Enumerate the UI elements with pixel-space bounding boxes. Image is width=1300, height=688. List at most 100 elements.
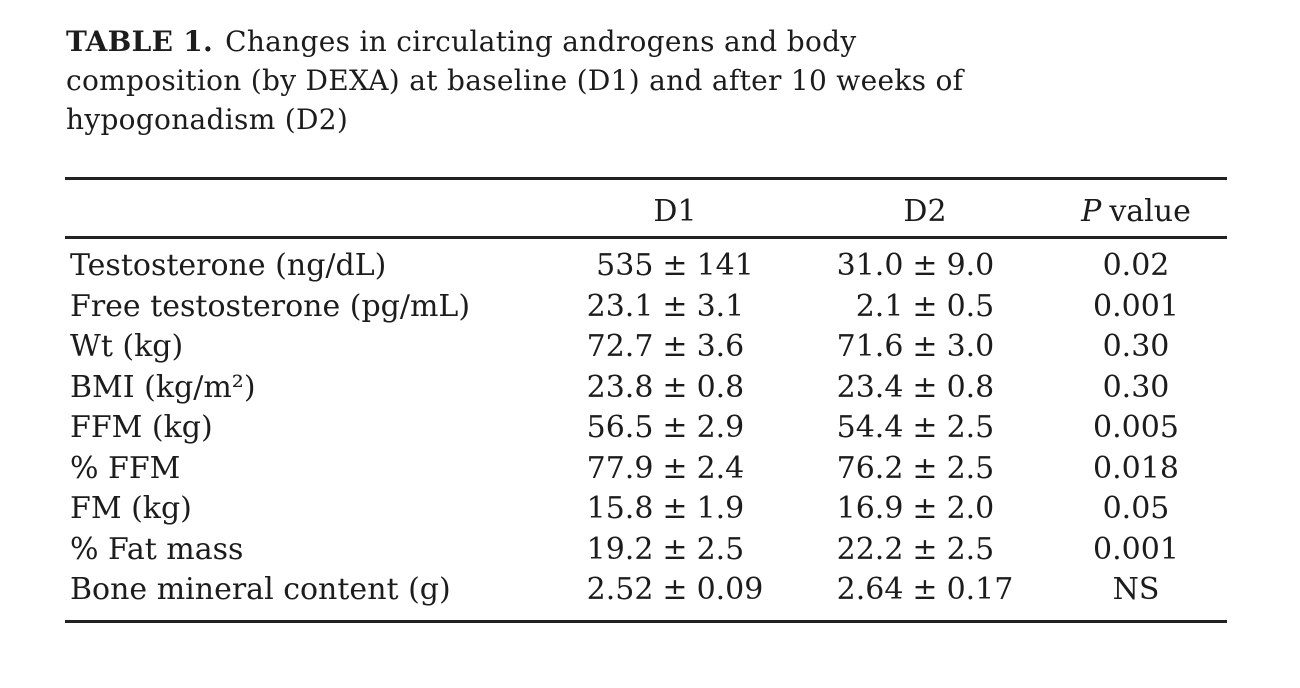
d1-mean: 72.7 [586,329,654,364]
cell-d1: 77.9 ±2.4 [545,449,805,490]
table-row-testosterone: Testosterone (ng/dL) 535 ±141 31.0 ±9.0 0.… [65,238,1227,287]
plus-minus: ± [662,531,688,567]
cell-d1: 23.8 ±0.8 [545,368,805,409]
plus-minus: ± [662,410,688,445]
row-label: Wt (kg) [70,329,184,364]
d1-mean: 23.8 [586,369,654,405]
cell-d1: 72.7 ±3.6 [545,327,805,368]
table-row-ffm: FFM (kg) 56.5 ±2.9 54.4 ±2.5 0.005 [65,408,1227,449]
d1-mean: 77.9 [586,450,654,486]
cell-p-value: NS [1112,572,1160,607]
d1-mean: 535 [596,248,654,283]
cell-d1: 23.1 ±3.1 [545,287,805,328]
cell-d2: 2.64 ±0.17 [805,570,1045,621]
plus-minus: ± [662,450,688,486]
d2-mean: 2.1 [855,288,904,324]
table-body: Testosterone (ng/dL) 535 ±141 31.0 ±9.0 0.… [65,238,1227,622]
d2-sd: 0.17 [946,572,1014,607]
cell-p-value: 0.001 [1093,288,1179,324]
table-caption: TABLE 1. Changes in circulating androgens… [66,22,963,139]
d2-sd: 9.0 [946,248,995,283]
p-value-word: value [1109,194,1191,229]
cell-d1: 56.5 ±2.9 [545,408,805,449]
plus-minus: ± [912,329,938,364]
plus-minus: ± [912,410,938,445]
caption-line-1: TABLE 1. Changes in circulating androgens… [66,22,963,61]
d2-sd: 0.8 [946,369,995,405]
row-label: % Fat mass [70,531,244,567]
d2-mean: 71.6 [836,329,904,364]
plus-minus: ± [912,369,938,405]
cell-p-value: 0.02 [1102,248,1170,283]
plus-minus: ± [662,369,688,405]
d2-mean: 76.2 [836,450,904,486]
cell-d1: 2.52 ±0.09 [545,570,805,621]
cell-d2: 31.0 ±9.0 [805,238,1045,287]
d1-sd: 2.9 [696,410,745,445]
d1-mean: 19.2 [586,531,654,567]
d1-mean: 15.8 [586,491,654,526]
d1-sd: 3.1 [696,288,745,324]
plus-minus: ± [662,288,688,324]
d2-mean: 2.64 [836,572,904,607]
d2-mean: 22.2 [836,531,904,567]
cell-p-value: 0.30 [1102,329,1170,364]
d2-mean: 16.9 [836,491,904,526]
d1-sd: 3.6 [696,329,745,364]
column-header-d2: D2 [805,178,1045,239]
d2-sd: 2.5 [946,450,995,486]
row-label: FFM (kg) [70,410,213,445]
plus-minus: ± [912,531,938,567]
cell-p-value: 0.05 [1102,491,1170,526]
plus-minus: ± [912,450,938,486]
cell-d1: 535 ±141 [545,238,805,287]
row-label: Testosterone (ng/dL) [70,248,387,283]
cell-d2: 2.1 ±0.5 [805,287,1045,328]
plus-minus: ± [662,329,688,364]
cell-d1: 15.8 ±1.9 [545,489,805,530]
cell-p-value: 0.018 [1093,450,1179,486]
table-row-bone-mineral-content: Bone mineral content (g) 2.52 ±0.09 2.64 ±… [65,570,1227,621]
row-label: Bone mineral content (g) [70,572,451,607]
cell-p-value: 0.30 [1102,369,1170,405]
p-symbol: P [1081,194,1102,229]
plus-minus: ± [912,572,938,607]
row-label: FM (kg) [70,491,192,526]
plus-minus: ± [912,288,938,324]
column-header-d1: D1 [545,178,805,239]
d2-sd: 3.0 [946,329,995,364]
cell-p-value: 0.001 [1093,531,1179,567]
table-row-wt: Wt (kg) 72.7 ±3.6 71.6 ±3.0 0.30 [65,327,1227,368]
caption-line-3: hypogonadism (D2) [66,103,349,136]
plus-minus: ± [912,248,938,283]
caption-line-2: composition (by DEXA) at baseline (D1) a… [66,64,964,97]
column-header-variable [65,178,545,239]
table-row-fm: FM (kg) 15.8 ±1.9 16.9 ±2.0 0.05 [65,489,1227,530]
d2-sd: 2.0 [946,491,995,526]
d2-mean: 31.0 [836,248,904,283]
d2-mean: 54.4 [836,410,904,445]
row-label: BMI (kg/m²) [70,369,256,405]
d2-sd: 2.5 [946,410,995,445]
d1-sd: 0.09 [696,572,764,607]
table-row-bmi: BMI (kg/m²) 23.8 ±0.8 23.4 ±0.8 0.30 [65,368,1227,409]
d1-sd: 141 [696,248,754,283]
row-label: % FFM [70,450,181,486]
d2-sd: 2.5 [946,531,995,567]
cell-d2: 54.4 ±2.5 [805,408,1045,449]
plus-minus: ± [912,491,938,526]
cell-d2: 16.9 ±2.0 [805,489,1045,530]
table-number-label: TABLE 1. [66,25,214,58]
d1-sd: 2.5 [696,531,745,567]
row-label: Free testosterone (pg/mL) [70,288,471,324]
d1-sd: 2.4 [696,450,745,486]
cell-d2: 22.2 ±2.5 [805,530,1045,571]
table-row-free-testosterone: Free testosterone (pg/mL) 23.1 ±3.1 2.1 ±0… [65,287,1227,328]
d2-mean: 23.4 [836,369,904,405]
cell-d2: 76.2 ±2.5 [805,449,1045,490]
d1-sd: 1.9 [696,491,745,526]
table-row-pct-fat-mass: % Fat mass 19.2 ±2.5 22.2 ±2.5 0.001 [65,530,1227,571]
